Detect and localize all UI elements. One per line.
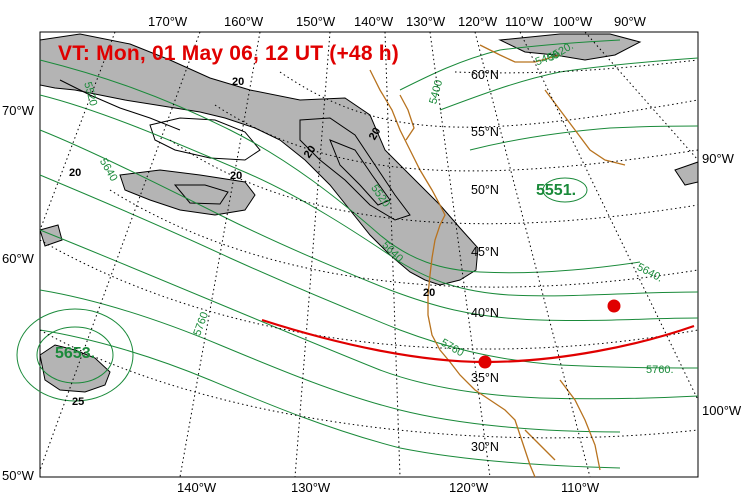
lon-right-label: 100°W (702, 403, 742, 418)
lon-bottom-label: 120°W (449, 480, 489, 495)
lon-left-label: 50°W (2, 468, 34, 483)
track-marker-2 (607, 299, 621, 313)
lat-label: 50°N (471, 183, 499, 197)
lon-top-label: 110°W (505, 14, 544, 29)
lon-bottom-label: 130°W (291, 480, 331, 495)
coastline (369, 44, 626, 478)
map-frame (39, 31, 699, 478)
isotach-label: 20 (69, 167, 82, 179)
lat-label: 35°N (471, 371, 499, 385)
height-contours (16, 39, 699, 469)
isotach-contours (59, 79, 411, 221)
lon-left-label: 60°W (2, 251, 34, 266)
graticule (39, 31, 699, 478)
lat-label: 40°N (471, 306, 499, 320)
isotach-label: 20 (423, 287, 436, 299)
valid-time-title: VT: Mon, 01 May 06, 12 UT (+48 h) (58, 42, 399, 65)
lon-top-label: 120°W (458, 14, 498, 29)
height-center-label: 5653. (55, 345, 96, 362)
isotach-label: 25 (72, 396, 85, 408)
jet-shading (39, 33, 699, 393)
lon-top-label: 150°W (296, 14, 336, 29)
lon-left-label: 70°W (2, 103, 34, 118)
isotach-label: 20 (232, 76, 245, 88)
height-center-label: 5551. (536, 182, 577, 199)
lon-top-label: 100°W (553, 14, 593, 29)
lon-top-label: 90°W (614, 14, 646, 29)
lat-label: 30°N (471, 440, 499, 454)
lat-label: 55°N (471, 125, 499, 139)
lon-bottom-label: 110°W (561, 480, 600, 495)
lon-top-label: 170°W (148, 14, 188, 29)
lon-top-label: 130°W (406, 14, 446, 29)
lon-top-label: 160°W (224, 14, 264, 29)
contour-label: 5760. (646, 364, 674, 376)
lon-right-label: 90°W (702, 151, 734, 166)
isotach-label: 20 (230, 170, 243, 182)
lat-label: 60°N (471, 68, 499, 82)
lon-top-label: 140°W (354, 14, 394, 29)
track-marker-1 (478, 355, 492, 369)
lat-label: 45°N (471, 245, 499, 259)
lon-bottom-label: 140°W (177, 480, 217, 495)
